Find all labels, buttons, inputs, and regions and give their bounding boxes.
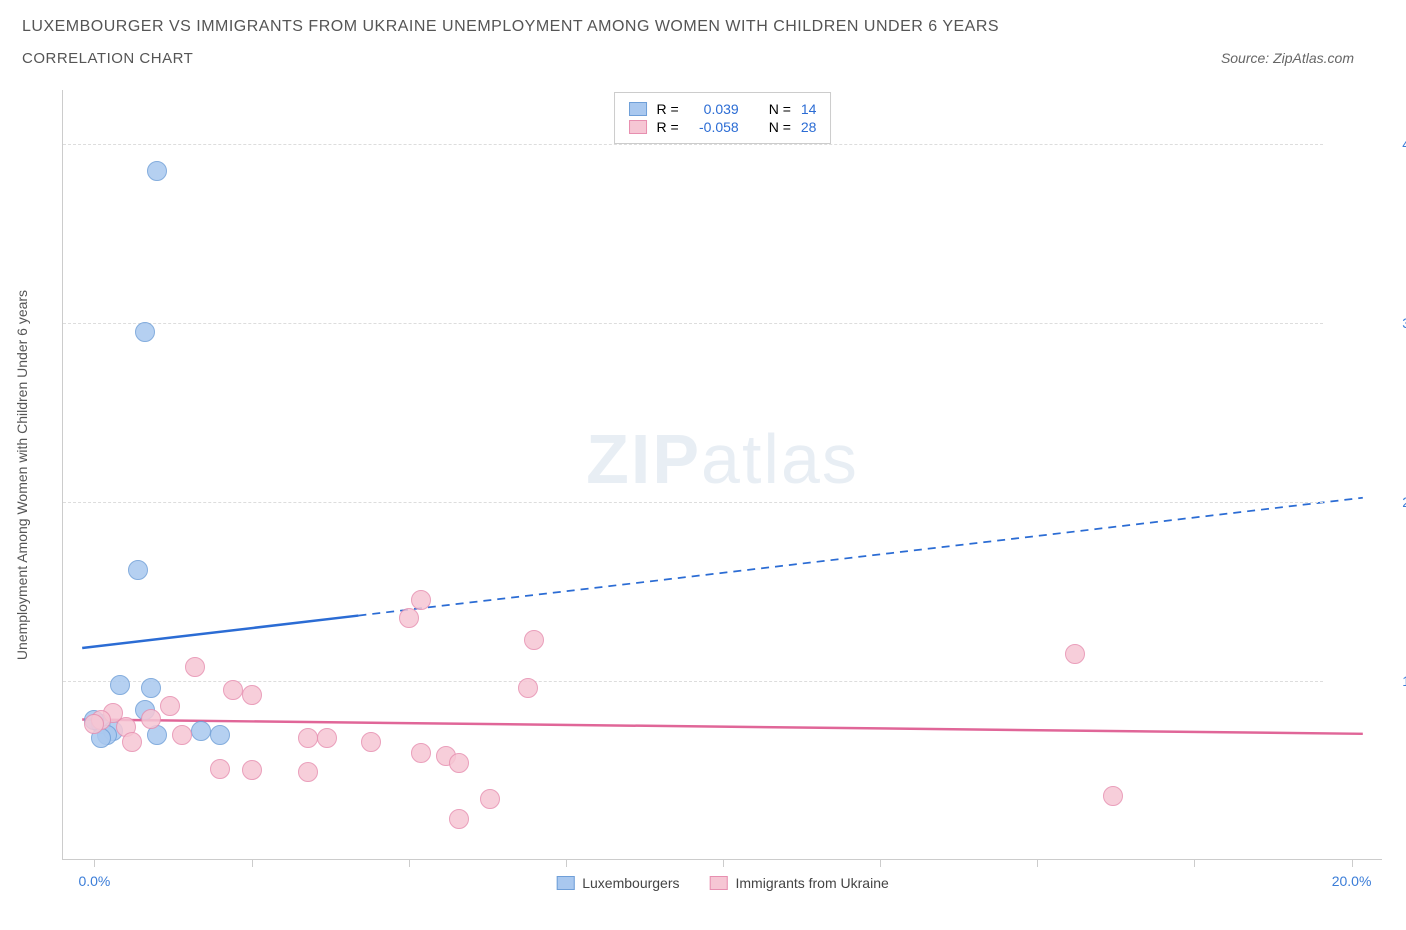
y-tick-label: 30.0% (1402, 315, 1406, 331)
legend-label-0: Luxembourgers (582, 875, 679, 891)
scatter-point (210, 759, 230, 779)
r-label-1: R = (657, 119, 679, 135)
r-value-0: 0.039 (689, 101, 739, 117)
chart-header: LUXEMBOURGER VS IMMIGRANTS FROM UKRAINE … (0, 0, 1406, 67)
legend-swatch-1 (629, 120, 647, 134)
x-tick (723, 859, 724, 867)
y-tick-label: 40.0% (1402, 136, 1406, 152)
scatter-point (141, 678, 161, 698)
watermark-part1: ZIP (586, 420, 701, 498)
scatter-point (480, 789, 500, 809)
trend-line-solid (82, 616, 358, 648)
scatter-point (399, 608, 419, 628)
n-label-1: N = (769, 119, 791, 135)
x-tick (409, 859, 410, 867)
scatter-plot: ZIPatlas R = 0.039 N = 14 R = -0.058 N =… (62, 90, 1382, 860)
scatter-point (298, 728, 318, 748)
scatter-point (298, 762, 318, 782)
chart-title: LUXEMBOURGER VS IMMIGRANTS FROM UKRAINE … (22, 18, 1384, 36)
chart-area: ZIPatlas R = 0.039 N = 14 R = -0.058 N =… (62, 90, 1382, 860)
scatter-point (141, 709, 161, 729)
scatter-point (1103, 786, 1123, 806)
scatter-point (242, 760, 262, 780)
scatter-point (449, 753, 469, 773)
trend-line-dashed (358, 498, 1362, 616)
series-legend: Luxembourgers Immigrants from Ukraine (556, 875, 889, 891)
gridline (63, 681, 1323, 682)
scatter-point (242, 685, 262, 705)
x-tick (566, 859, 567, 867)
scatter-point (518, 678, 538, 698)
gridline (63, 502, 1323, 503)
watermark: ZIPatlas (586, 419, 859, 499)
legend-row-series-1: R = -0.058 N = 28 (629, 119, 817, 135)
trend-lines-svg (63, 90, 1382, 859)
scatter-point (223, 680, 243, 700)
x-tick (1037, 859, 1038, 867)
scatter-point (147, 161, 167, 181)
r-value-1: -0.058 (689, 119, 739, 135)
scatter-point (411, 743, 431, 763)
r-label-0: R = (657, 101, 679, 117)
legend-row-series-0: R = 0.039 N = 14 (629, 101, 817, 117)
scatter-point (361, 732, 381, 752)
x-tick-label: 0.0% (78, 873, 110, 889)
scatter-point (210, 725, 230, 745)
y-tick-label: 10.0% (1402, 673, 1406, 689)
x-tick (252, 859, 253, 867)
correlation-legend: R = 0.039 N = 14 R = -0.058 N = 28 (614, 92, 832, 144)
scatter-point (110, 675, 130, 695)
x-tick (880, 859, 881, 867)
y-tick-label: 20.0% (1402, 494, 1406, 510)
n-value-0: 14 (801, 101, 817, 117)
x-tick (1352, 859, 1353, 867)
subtitle-row: CORRELATION CHART Source: ZipAtlas.com (22, 50, 1384, 67)
source-prefix: Source: (1221, 50, 1273, 66)
scatter-point (122, 732, 142, 752)
legend-swatch-0 (629, 102, 647, 116)
source-name: ZipAtlas.com (1273, 50, 1354, 66)
scatter-point (1065, 644, 1085, 664)
y-axis-title: Unemployment Among Women with Children U… (14, 290, 30, 660)
legend-bottom-swatch-0 (556, 876, 574, 890)
watermark-part2: atlas (701, 420, 859, 498)
n-value-1: 28 (801, 119, 817, 135)
scatter-point (411, 590, 431, 610)
scatter-point (135, 322, 155, 342)
scatter-point (317, 728, 337, 748)
legend-label-1: Immigrants from Ukraine (736, 875, 889, 891)
scatter-point (160, 696, 180, 716)
gridline (63, 323, 1323, 324)
legend-item-0: Luxembourgers (556, 875, 679, 891)
trend-line-solid (82, 720, 1363, 734)
scatter-point (191, 721, 211, 741)
scatter-point (524, 630, 544, 650)
legend-item-1: Immigrants from Ukraine (710, 875, 889, 891)
source-attribution: Source: ZipAtlas.com (1221, 50, 1384, 66)
scatter-point (185, 657, 205, 677)
x-tick (1194, 859, 1195, 867)
scatter-point (128, 560, 148, 580)
chart-subtitle: CORRELATION CHART (22, 50, 193, 67)
n-label-0: N = (769, 101, 791, 117)
scatter-point (449, 809, 469, 829)
scatter-point (84, 714, 104, 734)
x-tick-label: 20.0% (1332, 873, 1372, 889)
x-tick (94, 859, 95, 867)
scatter-point (172, 725, 192, 745)
legend-bottom-swatch-1 (710, 876, 728, 890)
